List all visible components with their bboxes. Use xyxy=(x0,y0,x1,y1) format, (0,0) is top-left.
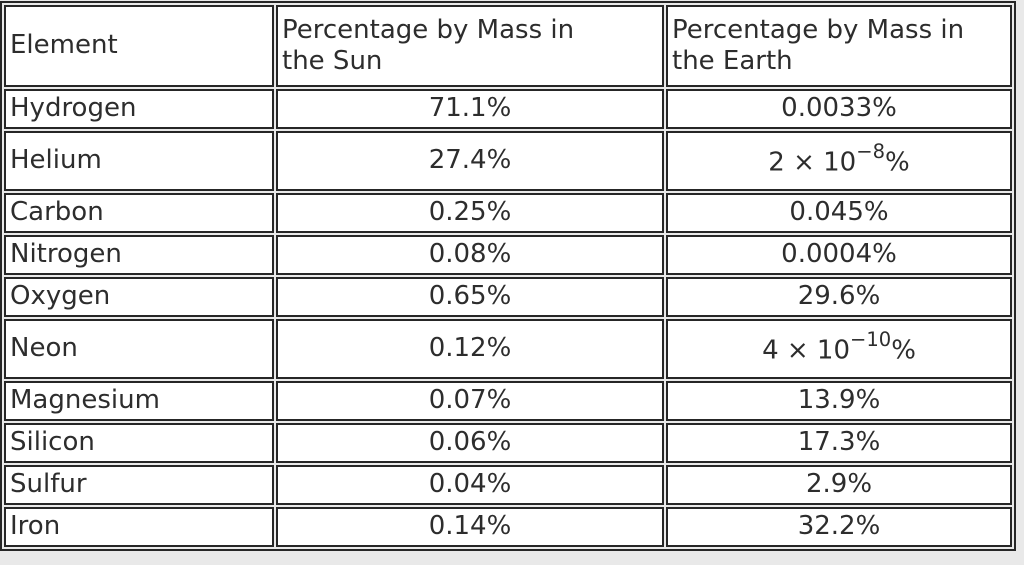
earth-value-base: 13.9% xyxy=(797,385,881,416)
table-row-iron: Iron 0.14% 32.2% xyxy=(4,507,1012,547)
table-row-silicon: Silicon 0.06% 17.3% xyxy=(4,423,1012,463)
earth-value-base: 4 × 10 xyxy=(762,335,851,366)
earth-value-base: 29.6% xyxy=(797,281,881,312)
earth-value-base: 2.9% xyxy=(805,469,873,500)
element-mass-table: Element Percentage by Mass in the Sun Per… xyxy=(0,1,1016,551)
earth-value-base: 0.045% xyxy=(789,197,889,228)
table-row-helium: Helium 27.4% 2 × 10−8% xyxy=(4,131,1012,191)
element-name-cell: Magnesium xyxy=(4,381,274,421)
earth-value-base: 2 × 10 xyxy=(768,147,857,178)
element-name-cell: Sulfur xyxy=(4,465,274,505)
earth-value-cell: 29.6% xyxy=(666,277,1012,317)
element-name-cell: Carbon xyxy=(4,193,274,233)
sun-value-cell: 0.07% xyxy=(276,381,664,421)
table-header-row: Element Percentage by Mass in the Sun Per… xyxy=(4,5,1012,87)
earth-value-cell: 0.045% xyxy=(666,193,1012,233)
earth-value-base: 0.0033% xyxy=(781,93,897,124)
sun-value-cell: 0.06% xyxy=(276,423,664,463)
element-name-cell: Neon xyxy=(4,319,274,379)
earth-value-exponent: −10 xyxy=(850,328,892,352)
table-row-magnesium: Magnesium 0.07% 13.9% xyxy=(4,381,1012,421)
earth-value-cell: 0.0004% xyxy=(666,235,1012,275)
element-name-cell: Oxygen xyxy=(4,277,274,317)
element-name-cell: Hydrogen xyxy=(4,89,274,129)
sun-value-cell: 71.1% xyxy=(276,89,664,129)
table-row-hydrogen: Hydrogen 71.1% 0.0033% xyxy=(4,89,1012,129)
column-header-element: Element xyxy=(4,5,274,87)
sun-value-cell: 0.65% xyxy=(276,277,664,317)
element-name-cell: Nitrogen xyxy=(4,235,274,275)
sun-value-cell: 0.25% xyxy=(276,193,664,233)
column-header-earth-label-line2: the Earth xyxy=(672,46,793,76)
earth-value-cell: 4 × 10−10% xyxy=(666,319,1012,379)
table-row-oxygen: Oxygen 0.65% 29.6% xyxy=(4,277,1012,317)
earth-value-cell: 13.9% xyxy=(666,381,1012,421)
earth-value-cell: 0.0033% xyxy=(666,89,1012,129)
earth-value-base: 0.0004% xyxy=(781,239,897,270)
earth-value-base: 32.2% xyxy=(797,511,881,542)
column-header-earth: Percentage by Mass in the Earth xyxy=(666,5,1012,87)
sun-value-cell: 0.12% xyxy=(276,319,664,379)
sun-value-cell: 0.14% xyxy=(276,507,664,547)
column-header-sun: Percentage by Mass in the Sun xyxy=(276,5,664,87)
element-name-cell: Silicon xyxy=(4,423,274,463)
earth-value-cell: 17.3% xyxy=(666,423,1012,463)
column-header-earth-label-line1: Percentage by Mass in xyxy=(672,14,965,45)
table-row-sulfur: Sulfur 0.04% 2.9% xyxy=(4,465,1012,505)
earth-value-exponent: −8 xyxy=(856,140,885,164)
earth-value-cell: 2 × 10−8% xyxy=(666,131,1012,191)
column-header-element-label: Element xyxy=(10,30,118,61)
earth-value-suffix: % xyxy=(891,335,916,366)
table-row-carbon: Carbon 0.25% 0.045% xyxy=(4,193,1012,233)
table-row-nitrogen: Nitrogen 0.08% 0.0004% xyxy=(4,235,1012,275)
sun-value-cell: 0.08% xyxy=(276,235,664,275)
sun-value-cell: 0.04% xyxy=(276,465,664,505)
table-row-neon: Neon 0.12% 4 × 10−10% xyxy=(4,319,1012,379)
column-header-sun-label-line1: Percentage by Mass in xyxy=(282,14,575,45)
element-name-cell: Helium xyxy=(4,131,274,191)
earth-value-cell: 2.9% xyxy=(666,465,1012,505)
earth-value-base: 17.3% xyxy=(797,427,881,458)
earth-value-cell: 32.2% xyxy=(666,507,1012,547)
earth-value-suffix: % xyxy=(884,147,910,178)
sun-value-cell: 27.4% xyxy=(276,131,664,191)
column-header-sun-label-line2: the Sun xyxy=(282,46,383,76)
element-name-cell: Iron xyxy=(4,507,274,547)
